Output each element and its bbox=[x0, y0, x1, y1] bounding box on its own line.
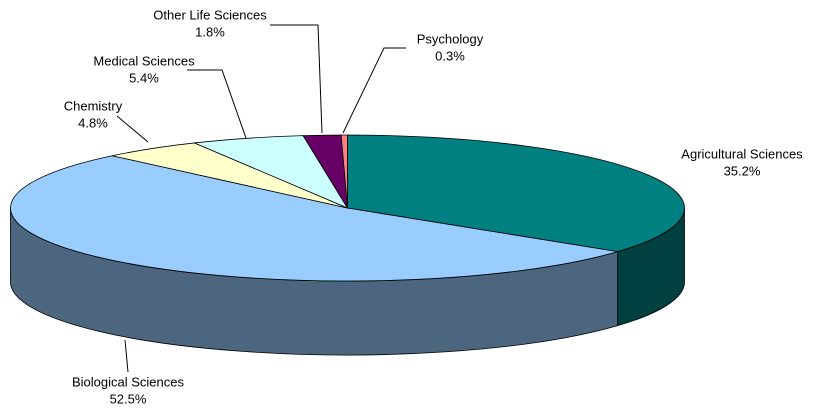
slice-value-label: 52.5% bbox=[110, 391, 147, 406]
pie-slice bbox=[10, 155, 618, 282]
slice-label: Psychology bbox=[417, 31, 484, 46]
slice-label: Medical Sciences bbox=[93, 53, 195, 68]
pie-slice bbox=[340, 134, 348, 209]
slice-value-label: 0.3% bbox=[435, 48, 465, 63]
slice-label: Agricultural Sciences bbox=[681, 146, 803, 161]
leader-line bbox=[270, 24, 323, 134]
slice-label: Chemistry bbox=[64, 98, 123, 113]
slice-value-label: 4.8% bbox=[78, 115, 108, 130]
slice-value-label: 35.2% bbox=[724, 163, 761, 178]
leader-line bbox=[342, 47, 406, 134]
slice-label: Biological Sciences bbox=[72, 374, 185, 389]
slice-value-label: 5.4% bbox=[129, 70, 159, 85]
pie-slice bbox=[347, 134, 685, 253]
slice-value-label: 1.8% bbox=[195, 24, 225, 39]
leader-line bbox=[187, 69, 247, 139]
leader-line bbox=[124, 339, 129, 373]
slice-label: Other Life Sciences bbox=[153, 7, 267, 22]
leader-line bbox=[116, 115, 149, 143]
